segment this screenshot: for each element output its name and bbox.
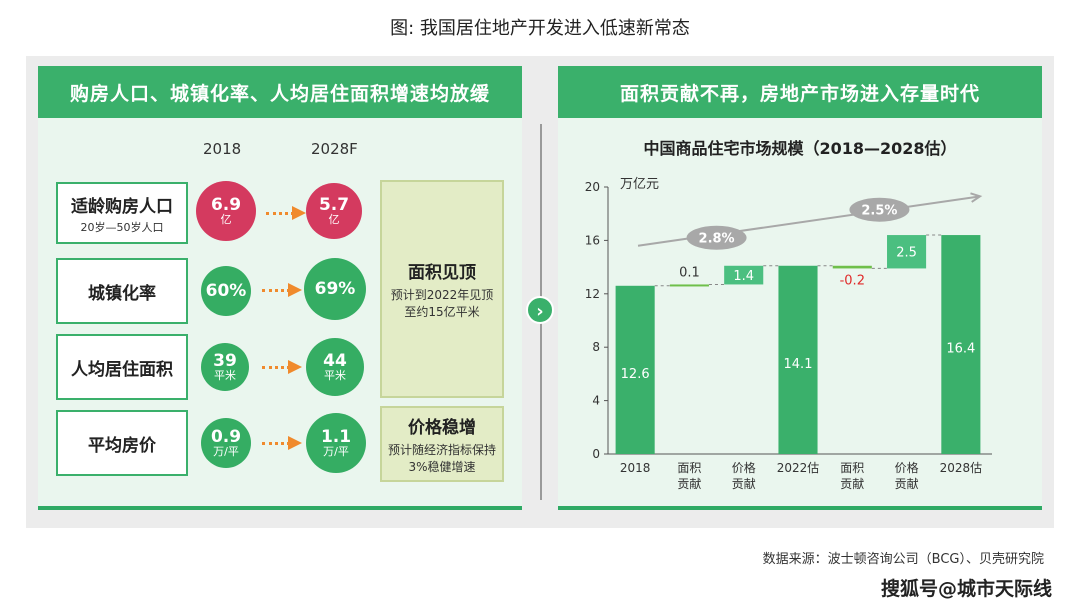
from-unit: 平米 <box>214 369 236 383</box>
from-value: 6.9 <box>210 194 242 215</box>
x-tick-label: 价格 <box>732 460 756 475</box>
note-price-growth: 价格稳增 预计随经济指标保持3%稳健增速 <box>380 406 504 482</box>
value-label: 0.1 <box>679 265 700 280</box>
from-unit: 万/平 <box>213 445 239 459</box>
from-value-circle: 6.9 亿 <box>196 181 256 241</box>
y-tick-label: 16 <box>585 233 600 247</box>
to-value-circle: 44 平米 <box>306 338 364 396</box>
value-label: 16.4 <box>946 342 975 357</box>
growth-badge <box>849 197 910 222</box>
x-tick-label: 贡献 <box>677 476 701 491</box>
bar <box>887 235 927 269</box>
y-tick-label: 8 <box>592 340 600 354</box>
bar <box>615 285 655 454</box>
bar <box>778 265 818 454</box>
row-label: 适龄购房人口 <box>71 196 173 217</box>
waterfall-chart: 中国商品住宅市场规模（2018—2028估） 万亿元 0 4 8 12 16 20 2.8… <box>585 139 992 491</box>
to-value-circle: 5.7 亿 <box>306 183 362 239</box>
note-area-peak: 面积见顶 预计到2022年见顶至约15亿平米 <box>380 180 504 398</box>
left-panel-header: 购房人口、城镇化率、人均居住面积增速均放缓 <box>38 66 522 118</box>
x-tick-label: 2018 <box>620 461 651 475</box>
note-title: 价格稳增 <box>408 418 476 439</box>
to-unit: 亿 <box>328 213 340 227</box>
to-value: 44 <box>323 350 347 371</box>
arrow-icon <box>262 360 306 374</box>
value-label: 1.4 <box>733 269 754 284</box>
growth-label: 2.5% <box>861 204 897 219</box>
x-tick-label: 价格 <box>895 460 919 475</box>
arrow-icon <box>262 436 306 450</box>
to-unit: 万/平 <box>323 445 349 459</box>
x-tick-label: 2022估 <box>777 461 820 475</box>
value-label: -0.2 <box>840 273 865 288</box>
to-value-circle: 69% <box>304 258 366 320</box>
note-desc: 预计随经济指标保持3%稳健增速 <box>388 443 497 474</box>
x-tick-label: 贡献 <box>840 476 864 491</box>
row-sublabel: 20岁—50岁人口 <box>80 220 164 234</box>
y-tick-label: 0 <box>592 447 600 461</box>
arrow-icon <box>266 206 310 220</box>
row-label-box: 平均房价 <box>56 410 188 476</box>
bar <box>669 284 709 287</box>
row-label: 平均房价 <box>88 435 156 456</box>
data-source: 数据来源：波士顿咨询公司（BCG）、贝壳研究院 <box>762 552 1044 567</box>
row-label-box: 适龄购房人口 20岁—50岁人口 <box>56 182 188 244</box>
chevron-right-icon: › <box>526 296 554 324</box>
note-title: 面积见顶 <box>408 263 476 284</box>
from-value-circle: 60% <box>201 266 251 316</box>
x-tick-label: 面积 <box>840 461 864 475</box>
growth-label: 2.8% <box>699 232 735 247</box>
row-label-box: 人均居住面积 <box>56 334 188 400</box>
arrow-icon <box>262 283 306 297</box>
bar <box>724 265 764 285</box>
row-label-box: 城镇化率 <box>56 258 188 324</box>
x-tick-label: 面积 <box>677 461 701 475</box>
from-value-circle: 0.9 万/平 <box>201 418 251 468</box>
trend-arrow-head <box>970 192 983 203</box>
bar <box>941 235 981 454</box>
to-unit: 平米 <box>324 369 346 383</box>
from-value: 0.9 <box>210 426 242 447</box>
bar <box>832 265 872 269</box>
value-label: 14.1 <box>784 357 813 372</box>
value-label: 2.5 <box>896 246 917 261</box>
from-value: 60% <box>205 280 247 301</box>
from-value-circle: 39 平米 <box>201 343 249 391</box>
from-unit: 亿 <box>220 213 232 227</box>
x-tick-label: 2028估 <box>940 461 983 475</box>
value-label: 12.6 <box>621 367 650 382</box>
to-value: 5.7 <box>318 194 350 215</box>
row-label: 人均居住面积 <box>71 359 173 380</box>
year-to-label: 2028F <box>311 140 358 158</box>
watermark: 搜狐号@城市天际线 <box>880 578 1052 600</box>
growth-badge <box>686 225 747 250</box>
to-value-circle: 1.1 万/平 <box>306 413 366 473</box>
figure-title: 图: 我国居住地产开发进入低速新常态 <box>390 18 690 39</box>
to-value: 69% <box>314 278 356 299</box>
to-value: 1.1 <box>320 426 352 447</box>
y-tick-label: 12 <box>585 287 600 301</box>
year-from-label: 2018 <box>203 140 242 158</box>
x-tick-label: 贡献 <box>732 476 756 491</box>
y-tick-label: 20 <box>585 180 600 194</box>
note-desc: 预计到2022年见顶至约15亿平米 <box>390 288 494 319</box>
x-tick-label: 贡献 <box>895 476 919 491</box>
row-label: 城镇化率 <box>88 283 156 304</box>
chart-title: 中国商品住宅市场规模（2018—2028估） <box>643 139 956 158</box>
y-axis-label: 万亿元 <box>620 177 659 192</box>
y-tick-label: 4 <box>592 394 600 408</box>
from-value: 39 <box>213 350 237 371</box>
right-panel-header: 面积贡献不再，房地产市场进入存量时代 <box>558 66 1042 118</box>
